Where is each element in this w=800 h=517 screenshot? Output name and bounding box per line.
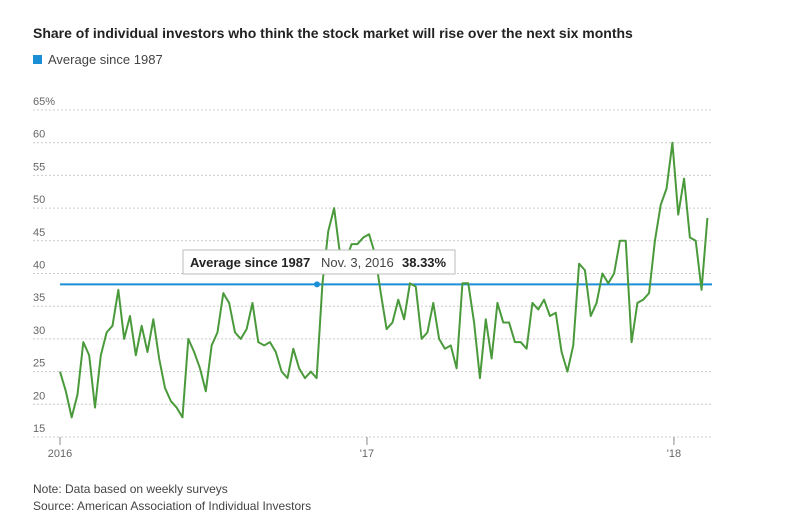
x-tick-label: 2016 <box>48 448 72 460</box>
y-tick-label: 65% <box>33 96 55 108</box>
average-marker <box>314 281 320 288</box>
tooltip-label: Average since 1987 <box>190 255 310 270</box>
x-tick-label: '17 <box>360 448 374 460</box>
tooltip: Average since 1987 Nov. 3, 2016 38.33% <box>182 249 456 275</box>
x-tick-label: '18 <box>667 448 681 460</box>
y-tick-label: 25 <box>33 358 45 370</box>
source: Source: American Association of Individu… <box>33 499 311 512</box>
y-tick-label: 60 <box>33 129 45 141</box>
note: Note: Data based on weekly surveys <box>33 482 228 496</box>
y-tick-label: 40 <box>33 260 45 272</box>
tooltip-box <box>182 249 456 275</box>
chart-title: Share of individual investors who think … <box>33 25 633 41</box>
tooltip-date: Nov. 3, 2016 <box>321 255 394 270</box>
y-tick-label: 35 <box>33 292 45 304</box>
legend-swatch <box>33 55 42 64</box>
y-tick-label: 45 <box>33 227 45 239</box>
series-line <box>59 141 709 419</box>
y-tick-label: 50 <box>33 194 45 206</box>
y-tick-label: 55 <box>33 161 45 173</box>
y-tick-label: 15 <box>33 423 45 435</box>
tooltip-value: 38.33% <box>402 255 447 270</box>
y-tick-label: 20 <box>33 390 45 402</box>
y-tick-label: 30 <box>33 325 45 337</box>
legend-label: Average since 1987 <box>48 52 163 67</box>
